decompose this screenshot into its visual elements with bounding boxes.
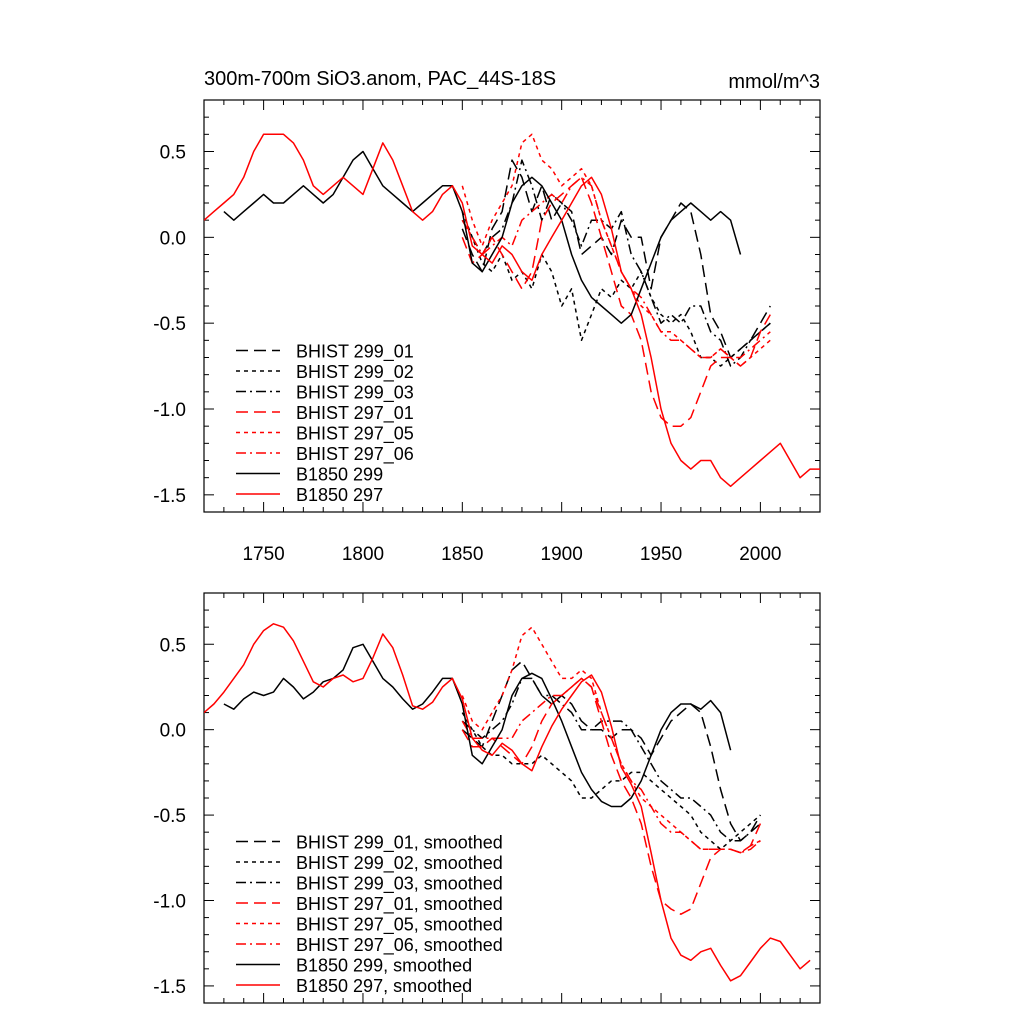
series-line xyxy=(461,159,771,359)
y-tick-label: 0.0 xyxy=(160,228,186,249)
legend-label: B1850 297, smoothed xyxy=(296,976,472,996)
top-panel: 0.5 0.0 -0.5 -1.0 -1.5 1750 1800 1850 1900 1950 20… xyxy=(153,99,821,565)
x-tick-label: 1750 xyxy=(242,544,284,565)
legend-label: B1850 299 xyxy=(296,465,383,485)
series-line xyxy=(461,712,761,851)
x-tick-label: 1850 xyxy=(441,544,483,565)
series-line xyxy=(223,150,742,324)
legend-label: B1850 297 xyxy=(296,485,383,505)
x-tick-label: 2000 xyxy=(739,544,781,565)
series-line xyxy=(461,677,761,854)
legend-label: BHIST 299_02, smoothed xyxy=(296,853,503,874)
series-group xyxy=(204,133,820,488)
series-line xyxy=(204,133,820,488)
y-tick-label: -1.5 xyxy=(153,486,186,507)
series-line xyxy=(461,159,771,367)
x-tick-label: 1800 xyxy=(342,544,384,565)
series-group xyxy=(204,623,811,982)
y-tick-label: 0.5 xyxy=(160,143,186,164)
legend-label: BHIST 299_03, smoothed xyxy=(296,874,503,895)
series-line xyxy=(204,623,811,982)
y-tick-label: 0.0 xyxy=(160,721,186,742)
series-line xyxy=(461,677,761,842)
bottom-panel: 0.5 0.0 -0.5 -1.0 -1.5 BHIST 299_01, smoothed… xyxy=(153,592,821,1004)
legend-label: BHIST 297_05, smoothed xyxy=(296,915,503,936)
legend-label: BHIST 297_01, smoothed xyxy=(296,894,503,915)
x-tick-label: 1900 xyxy=(541,544,583,565)
series-line xyxy=(461,176,771,359)
legend-label: BHIST 299_01, smoothed xyxy=(296,833,503,854)
chart-title: 300m-700m SiO3.anom, PAC_44S-18S xyxy=(204,68,556,90)
legend-label: B1850 299, smoothed xyxy=(296,956,472,976)
legend-label: BHIST 297_05 xyxy=(296,424,414,445)
legend-label: BHIST 297_06 xyxy=(296,444,414,465)
legend-label: BHIST 299_03 xyxy=(296,383,414,404)
series-line xyxy=(461,677,762,915)
legend-label: BHIST 297_06, smoothed xyxy=(296,935,503,956)
legend-label: BHIST 297_01 xyxy=(296,403,414,424)
y-tick-label: -0.5 xyxy=(153,314,186,335)
legend-label: BHIST 299_02 xyxy=(296,362,414,383)
y-tick-label: -1.0 xyxy=(153,892,186,913)
y-tick-label: 0.5 xyxy=(160,635,186,656)
series-line xyxy=(461,176,771,427)
y-tick-label: -1.5 xyxy=(153,977,186,998)
series-line xyxy=(223,643,732,808)
y-tick-label: -1.0 xyxy=(153,400,186,421)
x-tick-label: 1950 xyxy=(640,544,682,565)
legend-label: BHIST 299_01 xyxy=(296,342,414,363)
units-label: mmol/m^3 xyxy=(728,71,820,93)
y-tick-label: -0.5 xyxy=(153,806,186,827)
